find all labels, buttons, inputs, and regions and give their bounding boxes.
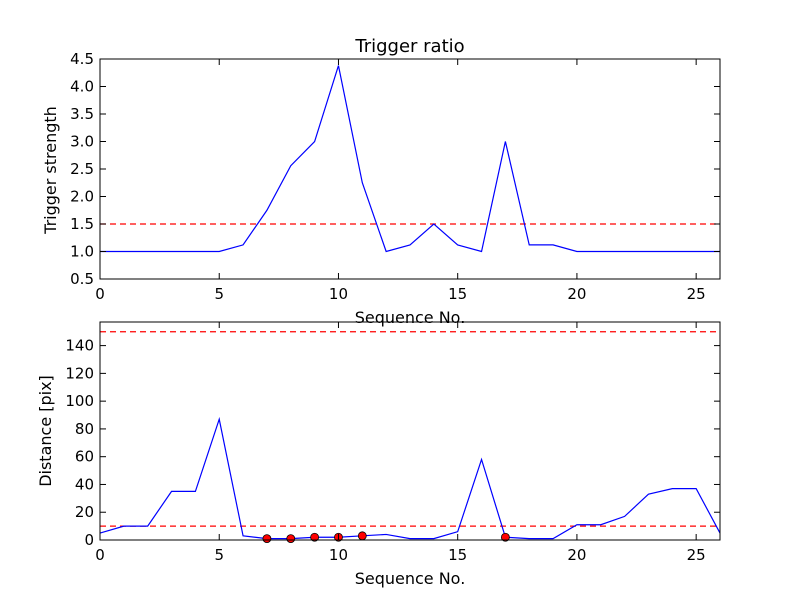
y-tick-label: 140 [65, 337, 94, 355]
series-line-0 [99, 416, 721, 540]
marker-point [357, 531, 367, 541]
plot-frame [99, 321, 721, 541]
y-tick-label: 4.0 [70, 78, 94, 96]
y-tick-label: 3.0 [70, 133, 94, 151]
chart-title: Trigger ratio [354, 36, 464, 57]
y-axis: 0 20 40 60 80 100 120 140 [65, 337, 720, 549]
y-axis-label: Trigger strength [41, 106, 60, 235]
y-axis: 0.5 1.0 1.5 2.0 2.5 3.0 3.5 4.0 4.5 [70, 50, 720, 288]
marker-point [286, 534, 296, 544]
reference-lines [100, 331, 720, 527]
y-tick-label: 0 [84, 531, 94, 549]
y-tick-label: 1.0 [70, 243, 94, 261]
x-tick-label: 0 [95, 546, 105, 564]
x-tick-label: 15 [448, 546, 467, 564]
plot-frame [99, 58, 721, 280]
marker-point [500, 532, 510, 542]
x-axis-label: Sequence No. [355, 569, 466, 588]
x-tick-label: 0 [95, 285, 105, 303]
y-tick-label: 2.0 [70, 188, 94, 206]
marker-point [310, 532, 320, 542]
y-tick-label: 120 [65, 364, 94, 382]
x-tick-label: 25 [687, 546, 706, 564]
y-tick-label: 1.5 [70, 215, 94, 233]
y-tick-label: 80 [75, 420, 94, 438]
x-tick-label: 10 [329, 546, 348, 564]
x-tick-label: 5 [214, 546, 224, 564]
series-group [99, 416, 721, 544]
x-axis: 0 5 10 15 20 25 [95, 322, 706, 564]
x-tick-label: 25 [687, 285, 706, 303]
subplot-distance: 0 5 10 15 20 25 0 20 40 60 80 100 120 140 Sequence N… [36, 321, 721, 588]
y-tick-label: 2.5 [70, 160, 94, 178]
y-tick-label: 0.5 [70, 270, 94, 288]
marker-point [262, 534, 272, 544]
x-tick-label: 20 [567, 546, 586, 564]
subplot-trigger-ratio: Trigger ratio 0 5 10 15 20 25 0.5 1.0 1.5 2.0 2.5… [41, 36, 721, 327]
x-tick-label: 5 [214, 285, 224, 303]
y-tick-label: 3.5 [70, 105, 94, 123]
x-tick-label: 15 [448, 285, 467, 303]
x-tick-label: 20 [567, 285, 586, 303]
y-tick-label: 4.5 [70, 50, 94, 68]
y-axis-label: Distance [pix] [36, 375, 55, 487]
x-axis-label: Sequence No. [355, 308, 466, 327]
x-tick-label: 10 [329, 285, 348, 303]
y-tick-label: 60 [75, 448, 94, 466]
y-tick-label: 100 [65, 392, 94, 410]
x-axis: 0 5 10 15 20 25 [95, 59, 706, 303]
series-group [99, 65, 721, 253]
y-tick-label: 40 [75, 475, 94, 493]
y-tick-label: 20 [75, 503, 94, 521]
